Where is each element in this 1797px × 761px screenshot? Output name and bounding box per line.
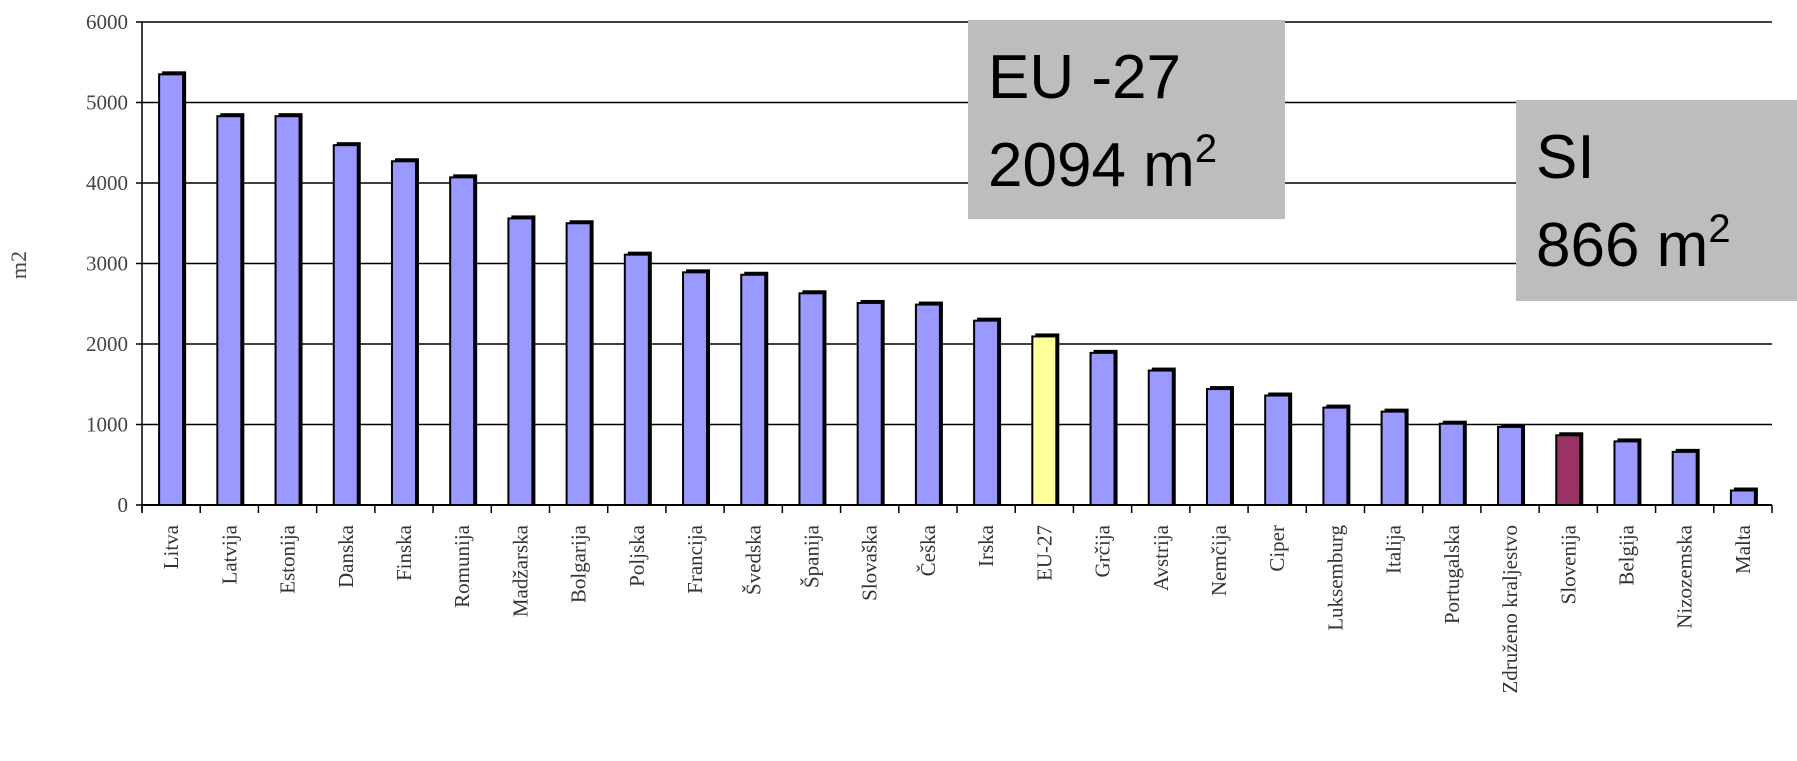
y-tick-label: 2000 (86, 332, 128, 356)
y-tick-label: 4000 (86, 171, 128, 195)
x-tick-label: Malta (1731, 524, 1755, 574)
x-tick-label: Belgija (1614, 524, 1638, 585)
x-tick-label: Nemčija (1207, 524, 1231, 596)
x-tick-label: Latvija (217, 524, 241, 584)
y-tick-label: 0 (118, 493, 129, 517)
x-tick-label: Luksemburg (1323, 525, 1347, 631)
x-tick-label: Litva (159, 524, 183, 569)
bar-romunija (449, 176, 476, 507)
bar-slovaška (856, 301, 883, 506)
x-tick-label: Slovaška (858, 524, 882, 601)
bar-estonija (274, 115, 301, 506)
x-tick-label: Danska (334, 524, 358, 588)
x-tick-label: Francija (683, 524, 707, 593)
x-axis-labels: Litva Latvija Estonija Danska Finska Romunija… (159, 524, 1755, 693)
bar-nemčija (1205, 388, 1232, 506)
x-tick-label: Estonija (276, 524, 300, 594)
eu-callout-title: EU -27 (988, 43, 1181, 112)
bar-portugalska (1438, 422, 1465, 507)
bar-madžarska (507, 217, 534, 506)
bar-eu-27 (1031, 335, 1058, 507)
bar-nizozemska (1671, 450, 1698, 506)
bar-irska (973, 319, 1000, 506)
bar-slovenija (1555, 434, 1582, 506)
bar-malta (1729, 489, 1756, 507)
y-axis-ticks: 0 1000 2000 3000 4000 5000 6000 (86, 10, 128, 517)
x-tick-label: Nizozemska (1673, 524, 1697, 628)
si-callout: SI 866 m2 (1516, 100, 1797, 301)
bar-litva (158, 73, 185, 506)
y-tick-label: 3000 (86, 252, 128, 276)
bar-luksemburg (1322, 406, 1349, 506)
y-tick-label: 6000 (86, 10, 128, 34)
x-tick-label: Ciper (1265, 525, 1289, 572)
bar-ciper (1264, 394, 1291, 506)
x-tick-label: Avstrija (1149, 524, 1173, 591)
bar-belgija (1613, 440, 1640, 506)
bar-avstrija (1147, 369, 1174, 506)
eu-27-callout: EU -27 2094 m2 (968, 20, 1285, 219)
bar-poljska (623, 253, 650, 506)
x-tick-label: Španija (799, 524, 823, 588)
bar-italija (1380, 410, 1407, 506)
x-tick-label: Švedska (741, 524, 765, 595)
eu-callout-value: 2094 m2 (988, 127, 1218, 200)
x-tick-label: Madžarska (508, 524, 532, 617)
x-tick-label: Slovenija (1556, 524, 1580, 604)
y-axis-label: m2 (6, 251, 31, 279)
bar-danska (332, 144, 359, 506)
x-tick-label: Irska (974, 524, 998, 567)
bar-češka (914, 303, 941, 506)
x-tick-label: Združeno kraljestvo (1498, 525, 1522, 694)
x-tick-label: Romunija (450, 524, 474, 608)
bar-švedska (740, 273, 767, 506)
bar-španija (798, 292, 825, 506)
y-tick-label: 1000 (86, 413, 128, 437)
x-tick-label: Poljska (625, 524, 649, 587)
x-tick-label: Finska (392, 524, 416, 581)
x-axis (141, 22, 1773, 513)
si-callout-value: 866 m2 (1536, 207, 1731, 280)
x-tick-label: Grčija (1091, 524, 1115, 577)
x-tick-label: EU-27 (1032, 525, 1056, 581)
bar-latvija (216, 115, 243, 506)
x-tick-label: Italija (1382, 524, 1406, 574)
y-tick-label: 5000 (86, 91, 128, 115)
bar-finska (390, 160, 417, 506)
x-tick-label: Češka (916, 524, 940, 576)
si-callout-title: SI (1536, 123, 1595, 192)
x-tick-label: Bolgarija (567, 524, 591, 603)
bar-francija (682, 271, 709, 507)
bar-združeno-kraljestvo (1497, 425, 1524, 507)
bar-bolgarija (565, 222, 592, 506)
bar-grčija (1089, 351, 1116, 507)
x-tick-label: Portugalska (1440, 524, 1464, 624)
